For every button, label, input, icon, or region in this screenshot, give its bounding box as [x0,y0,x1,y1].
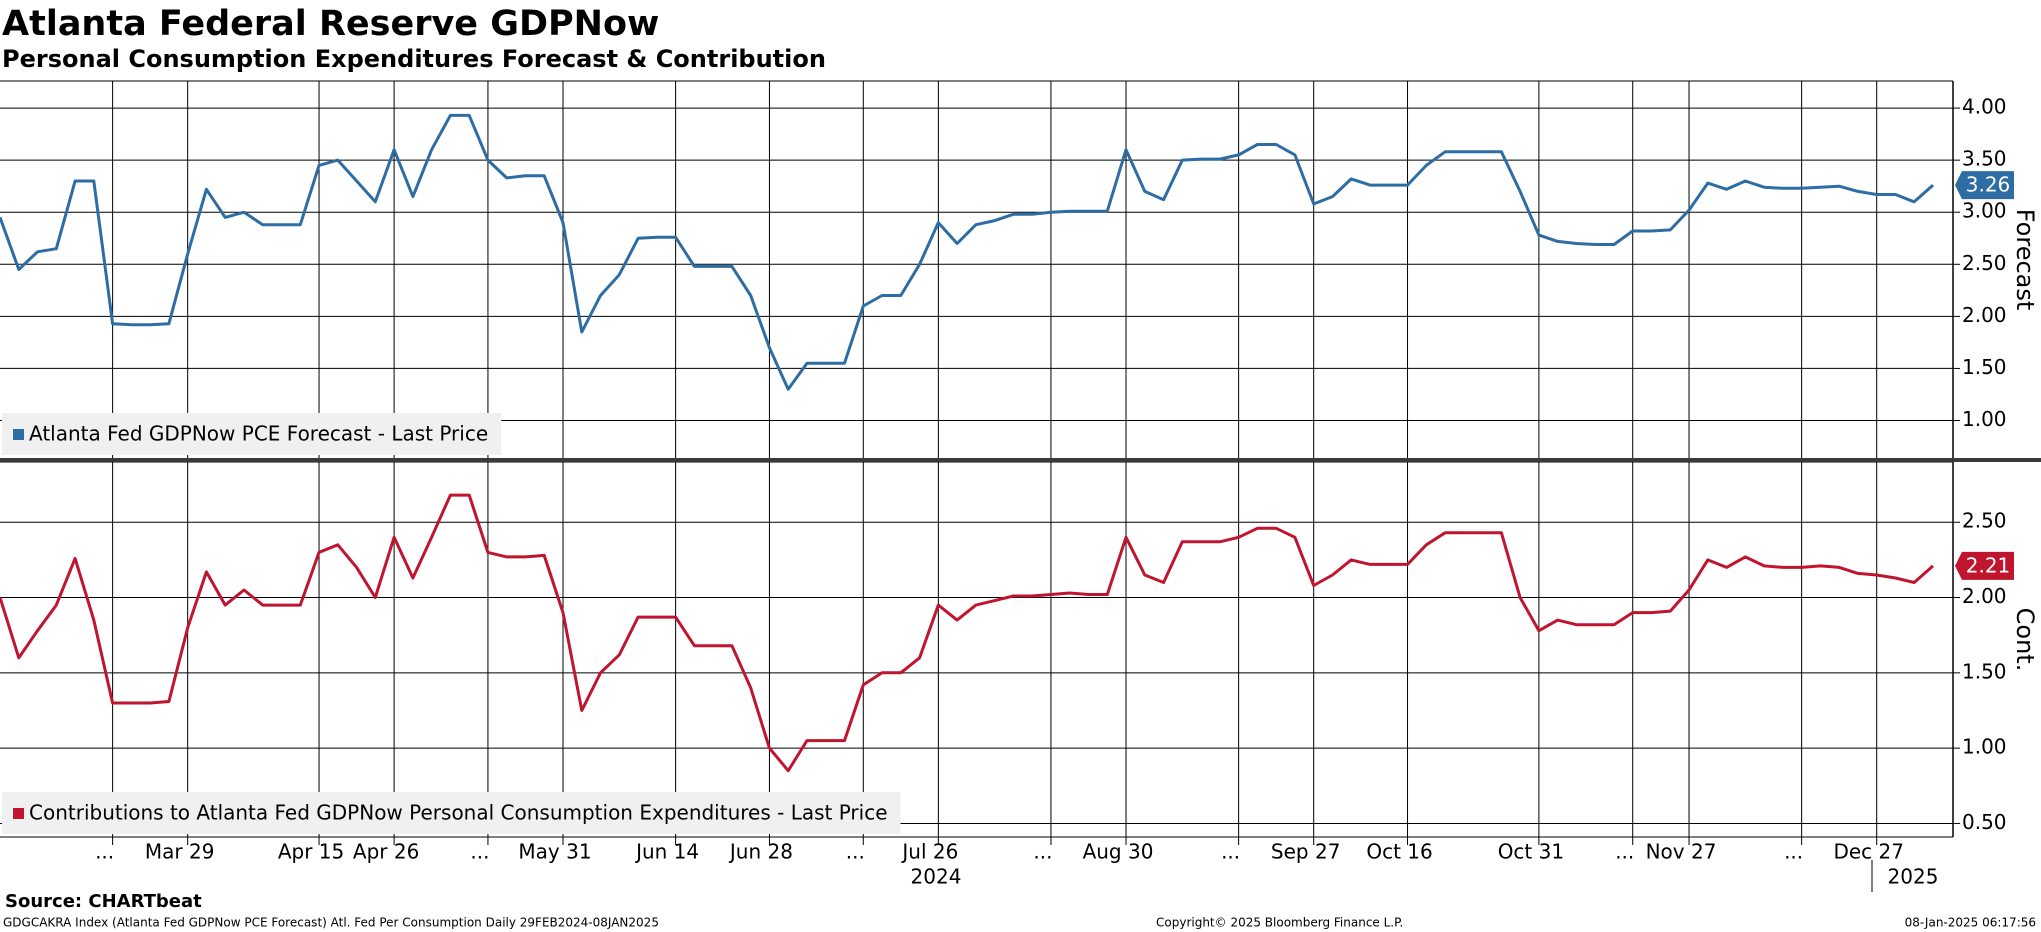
y-tick-label: 1.00 [1962,735,2007,759]
x-tick-label: May 31 [518,840,591,864]
y-tick-label: 1.50 [1962,659,2007,683]
x-tick-label: ... [846,840,865,864]
series-line [0,113,1934,391]
x-tick-label: Jul 26 [900,840,958,864]
y-tick-label: 2.00 [1962,584,2007,608]
x-tick-label: ... [95,840,114,864]
footer-center: Copyright© 2025 Bloomberg Finance L.P. [1156,916,1403,930]
x-group-label: 2025 [1888,865,1939,889]
panel-separator [0,458,2041,462]
series-line [0,493,1934,773]
y-tick-label: 3.50 [1962,147,2007,171]
x-tick-label: Mar 29 [145,840,215,864]
last-value-box [1955,171,2014,200]
legend-background [2,792,901,834]
x-tick-label: Jun 14 [634,840,699,864]
y-tick-label: 0.50 [1962,810,2007,834]
x-tick-label: ... [1615,840,1634,864]
y-tick-label: 2.50 [1962,509,2007,533]
x-tick-label: Oct 16 [1366,840,1432,864]
footer-left: GDGCAKRA Index (Atlanta Fed GDPNow PCE F… [3,916,659,930]
y-tick-label: 2.50 [1962,251,2007,275]
x-tick-label: Dec 27 [1833,840,1904,864]
x-tick-label: Apr 15 [278,840,344,864]
y-axis-label: Forecast [2011,209,2039,311]
x-tick-label: Oct 31 [1498,840,1564,864]
x-tick-label: Jun 28 [728,840,793,864]
x-tick-label: ... [1784,840,1803,864]
x-tick-label: Aug 30 [1083,840,1154,864]
legend-swatch [13,808,24,819]
legend-background [2,413,502,455]
x-tick-label: ... [1221,840,1240,864]
y-tick-label: 2.00 [1962,303,2007,327]
last-value-label: 2.21 [1966,553,2011,577]
y-tick-label: 3.00 [1962,199,2007,223]
footer-right: 08-Jan-2025 06:17:56 [1905,916,2036,930]
x-tick-label: Apr 26 [353,840,419,864]
chart-subtitle: Personal Consumption Expenditures Foreca… [2,45,826,73]
legend: Atlanta Fed GDPNow PCE Forecast - Last P… [2,413,502,455]
legend-label: Atlanta Fed GDPNow PCE Forecast - Last P… [29,422,488,446]
last-value-box [1955,551,2014,580]
x-tick-label: ... [1033,840,1052,864]
y-tick-label: 4.00 [1962,95,2007,119]
legend: Contributions to Atlanta Fed GDPNow Pers… [2,792,901,834]
legend-label: Contributions to Atlanta Fed GDPNow Pers… [29,801,888,825]
chart-title: Atlanta Federal Reserve GDPNow [2,4,659,44]
x-tick-label: ... [470,840,489,864]
x-group-label: 2024 [911,865,962,889]
source: Source: CHARTbeat [5,891,202,912]
y-tick-label: 1.50 [1962,355,2007,379]
y-axis-label: Cont. [2011,608,2039,672]
x-tick-label: Nov 27 [1646,840,1717,864]
y-tick-label: 1.00 [1962,407,2007,431]
legend-swatch [13,429,24,440]
last-value-label: 3.26 [1966,173,2011,197]
x-tick-label: Sep 27 [1271,840,1341,864]
